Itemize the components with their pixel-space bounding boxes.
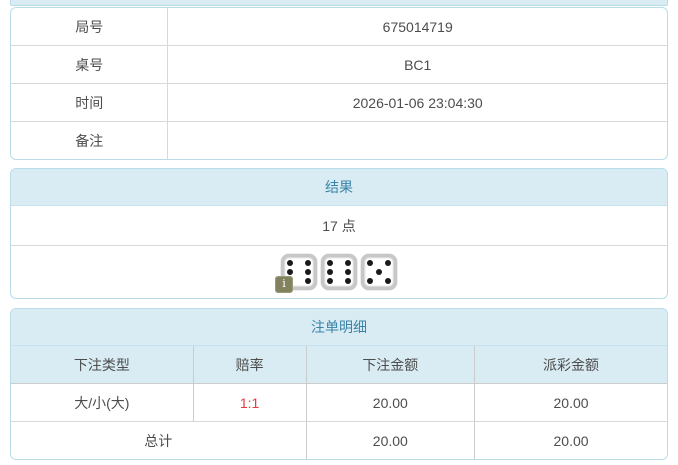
die-3-five [361,254,397,290]
table-row: 桌号 BC1 [11,46,667,84]
remark-value [168,122,667,159]
col-payout-amount: 派彩金额 [474,346,667,383]
game-info-panel: 局号 675014719 桌号 BC1 时间 2026-01-06 23:04:… [10,7,668,160]
total-payout-amount: 20.00 [474,422,667,459]
remark-label: 备注 [11,122,169,159]
bet-amount-value: 20.00 [305,384,475,421]
result-panel-title: 结果 [11,169,667,206]
result-points: 17 点 [11,206,667,246]
table-id-value: BC1 [404,56,432,73]
info-icon[interactable]: i [275,276,293,293]
time-value: 2026-01-06 23:04:30 [352,94,483,111]
round-id-value: 675014719 [382,18,453,35]
bet-row: 大/小(大) 1:1 20.00 20.00 [11,384,667,422]
dice-row: i [11,246,667,298]
col-odds: 赔率 [192,346,306,383]
die-wrap [361,254,397,290]
table-row: 备注 [11,122,667,159]
bet-type-value: 大/小(大) [74,394,130,411]
die-2-six [321,254,357,290]
payout-amount-value: 20.00 [474,384,667,421]
round-id-label: 局号 [11,8,169,45]
cropped-header-strip [10,0,668,6]
total-label: 总计 [144,432,173,449]
bet-details-panel: 注单明细 下注类型 赔率 下注金额 派彩金额 大/小(大) 1:1 20.00 … [10,308,668,460]
table-row: 局号 675014719 [11,8,667,46]
table-id-label: 桌号 [11,46,169,83]
die-wrap: i [275,254,317,293]
result-panel: 结果 17 点 i [10,168,668,299]
time-label: 时间 [11,84,169,121]
total-row: 总计 20.00 20.00 [11,422,667,459]
total-bet-amount: 20.00 [305,422,475,459]
odds-value: 1:1 [192,384,306,421]
bet-details-title: 注单明细 [11,309,667,346]
die-wrap [321,254,357,290]
table-row: 时间 2026-01-06 23:04:30 [11,84,667,122]
col-bet-amount: 下注金额 [305,346,475,383]
col-bet-type: 下注类型 [73,356,130,373]
bet-table-header: 下注类型 赔率 下注金额 派彩金额 [11,346,667,384]
